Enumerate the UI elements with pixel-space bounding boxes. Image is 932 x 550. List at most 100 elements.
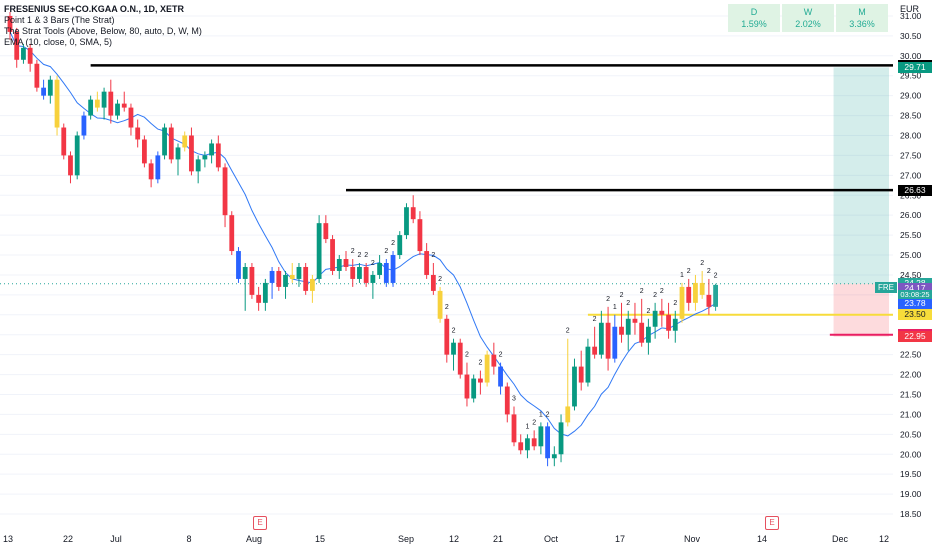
candle-body	[706, 294, 712, 307]
candle-body	[323, 223, 329, 240]
earnings-marker[interactable]: E	[253, 516, 267, 530]
candle-body	[54, 79, 60, 128]
candle-body	[209, 143, 214, 156]
candle-body	[215, 143, 221, 168]
earnings-marker[interactable]: E	[765, 516, 779, 530]
candle-body	[357, 266, 362, 279]
strat-label: 2	[626, 300, 630, 307]
strat-label: 2	[465, 352, 469, 359]
candle-body	[195, 159, 201, 172]
y-tick-label: 25.50	[900, 230, 922, 240]
candle-body	[383, 263, 389, 283]
price-axis: 18.50 19.00 19.50 20.00 20.50 21.00 21.50 22.00…	[900, 11, 922, 519]
y-tick-label: 20.50	[900, 429, 922, 439]
candle-body	[464, 374, 470, 399]
strat-label: 2	[687, 268, 691, 275]
y-tick-label: 29.00	[900, 91, 922, 101]
strat-label: 2	[640, 288, 644, 295]
candle-body	[336, 259, 342, 271]
strat-label: 1	[539, 411, 543, 418]
x-tick-label: Aug	[246, 534, 262, 544]
candle-body	[417, 219, 423, 252]
candle-body	[262, 282, 268, 303]
candle-body	[350, 266, 356, 279]
candle-body	[625, 318, 631, 335]
x-tick-label: 12	[449, 534, 459, 544]
horizontal-levels	[90, 64, 893, 336]
candle-body	[162, 127, 167, 156]
candle-body	[101, 91, 107, 108]
strat-label: 2	[431, 252, 435, 259]
y-tick-label: 18.50	[900, 509, 922, 519]
candle-body	[605, 322, 611, 359]
candle-body	[578, 366, 584, 383]
candles	[7, 11, 718, 467]
candle-body	[632, 318, 638, 323]
candle-body	[222, 167, 228, 216]
strat-label: 2	[371, 260, 375, 267]
candle-body	[504, 386, 510, 415]
candle-body	[713, 284, 718, 307]
strat-label: 2	[478, 360, 482, 367]
candle-body	[619, 326, 624, 335]
indicator-strat-bars[interactable]: Point 1 & 3 Bars (The Strat)	[4, 15, 115, 25]
candle-body	[404, 207, 409, 236]
indicator-ema[interactable]: EMA (10, close, 0, SMA, 5)	[4, 37, 113, 47]
candle-body	[518, 442, 524, 451]
candle-body	[303, 266, 309, 291]
candle-body	[316, 223, 322, 279]
candle-body	[370, 274, 376, 283]
ticker-tag: FRE	[875, 282, 897, 293]
y-tick-label: 19.50	[900, 469, 922, 479]
strat-label: 2	[673, 300, 677, 307]
candle-body	[457, 342, 463, 375]
x-tick-label: 13	[3, 534, 13, 544]
candle-body	[155, 155, 161, 180]
candle-body	[310, 278, 315, 291]
candle-body	[491, 354, 497, 367]
price-axis-label: 24.17	[898, 282, 932, 294]
x-tick-label: Jul	[110, 534, 122, 544]
y-tick-label: 22.50	[900, 350, 922, 360]
candle-body	[693, 282, 698, 303]
strat-label: 2	[653, 292, 657, 299]
indicator-strat-tools[interactable]: The Strat Tools (Above, Below, 80, auto,…	[4, 26, 202, 36]
candle-body	[14, 31, 20, 60]
chart-grid	[0, 15, 893, 515]
candle-body	[168, 127, 174, 160]
profit-zone	[833, 67, 889, 284]
candle-body	[397, 235, 403, 256]
candle-body	[511, 414, 517, 443]
candle-body	[484, 354, 490, 383]
price-axis-label: 22.95	[898, 331, 932, 343]
price-axis-label: 23.78	[898, 298, 932, 310]
strat-label: 2	[364, 252, 368, 259]
candle-body	[451, 342, 456, 355]
candle-body	[81, 115, 87, 136]
candle-body	[128, 107, 134, 128]
strat-label: 2	[606, 296, 610, 303]
candle-body	[256, 294, 262, 303]
candle-body	[115, 103, 120, 116]
x-tick-label: 22	[63, 534, 73, 544]
candle-body	[269, 270, 275, 283]
strat-label: 2	[700, 260, 704, 267]
price-axis-label: 26.63	[898, 184, 932, 196]
strat-label: 2	[351, 248, 355, 255]
candle-body	[437, 290, 443, 319]
candle-body	[471, 378, 477, 399]
candle-body	[478, 378, 483, 383]
timeframe-day: D 1.59%	[728, 4, 780, 32]
strat-label: 2	[357, 252, 361, 259]
candle-body	[498, 366, 503, 387]
candle-body	[410, 207, 416, 220]
chart-legend: FRESENIUS SE+CO.KGAA O.N., 1D, XETR Poin…	[4, 4, 202, 48]
y-tick-label: 21.50	[900, 389, 922, 399]
candle-body	[686, 286, 692, 303]
candle-body	[363, 266, 369, 283]
candle-body	[646, 326, 651, 343]
candle-body	[551, 454, 557, 459]
candle-body	[249, 266, 255, 295]
